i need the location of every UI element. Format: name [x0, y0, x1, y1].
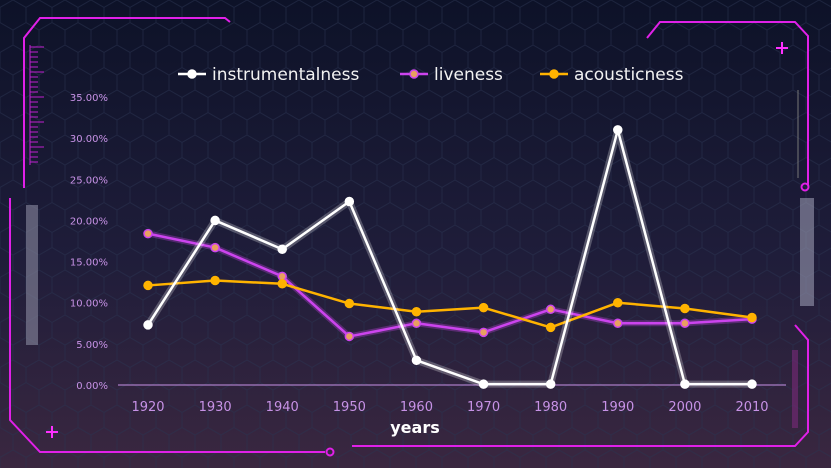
data-point — [613, 125, 623, 135]
legend-item: instrumentalness — [178, 65, 359, 85]
y-tick-label: 20.00% — [70, 216, 108, 227]
left-stripes — [26, 205, 38, 345]
legend-label: liveness — [434, 65, 503, 85]
decorative-frame — [9, 17, 810, 457]
data-point — [680, 318, 690, 329]
legend-item: liveness — [400, 65, 503, 85]
x-tick-label: 1940 — [266, 400, 299, 415]
y-tick-label: 25.00% — [70, 175, 108, 186]
data-point — [545, 322, 556, 333]
data-point — [545, 304, 556, 315]
series-acousticness — [143, 275, 757, 333]
x-axis-label: years — [390, 418, 440, 437]
legend-label: acousticness — [574, 65, 684, 85]
plus-icon — [46, 42, 788, 438]
x-tick-label: 1980 — [534, 400, 567, 415]
data-point — [344, 196, 355, 207]
data-point — [411, 355, 422, 366]
y-tick-label: 35.00% — [70, 93, 108, 104]
ruler-ticks — [30, 46, 44, 163]
legend-item: acousticness — [540, 65, 684, 85]
data-point — [344, 331, 355, 342]
data-point — [210, 242, 220, 253]
data-point — [613, 318, 623, 329]
right-stripes — [800, 198, 814, 306]
series-lines — [143, 125, 757, 389]
data-point — [411, 318, 422, 329]
data-point — [277, 279, 287, 289]
series-instrumentalness — [143, 125, 757, 389]
data-point — [478, 302, 489, 313]
data-point — [545, 379, 556, 389]
legend-swatch-marker — [409, 69, 419, 79]
data-point — [680, 379, 690, 389]
data-point — [613, 297, 623, 308]
legend-label: instrumentalness — [212, 65, 359, 85]
legend-swatch-marker — [549, 69, 559, 79]
y-tick-label: 0.00% — [76, 381, 108, 392]
data-point — [277, 244, 287, 254]
data-point — [747, 379, 757, 389]
x-tick-label: 1950 — [333, 400, 366, 415]
data-point — [344, 298, 355, 309]
x-tick-label: 1930 — [199, 400, 232, 415]
legend: instrumentalness liveness acousticness — [178, 65, 684, 85]
y-tick-label: 5.00% — [76, 340, 108, 351]
series-line — [147, 279, 753, 329]
series-liveness — [143, 228, 757, 342]
x-tick-label: 1960 — [400, 400, 433, 415]
right-bar — [792, 350, 798, 428]
data-point — [143, 320, 153, 330]
data-point — [680, 303, 690, 314]
y-tick-label: 15.00% — [70, 258, 108, 269]
data-point — [210, 275, 220, 286]
x-tick-label: 2000 — [668, 400, 701, 415]
data-point — [478, 379, 489, 389]
x-tick-label: 2010 — [735, 400, 768, 415]
x-tick-label: 1920 — [131, 400, 164, 415]
legend-swatch-marker — [187, 69, 197, 79]
data-point — [143, 228, 153, 239]
data-point — [143, 280, 153, 291]
data-point — [210, 215, 220, 226]
data-point — [411, 307, 422, 317]
series-line — [146, 128, 752, 386]
axes: 0.00% 5.00% 10.00% 15.00% 20.00% 25.00% 30.00%… — [70, 93, 786, 415]
x-tick-label: 1990 — [601, 400, 634, 415]
data-point — [478, 327, 489, 338]
series-line — [147, 232, 753, 338]
y-tick-label: 10.00% — [70, 299, 108, 310]
data-point — [747, 312, 757, 323]
y-tick-label: 30.00% — [70, 134, 108, 145]
x-tick-label: 1970 — [467, 400, 500, 415]
